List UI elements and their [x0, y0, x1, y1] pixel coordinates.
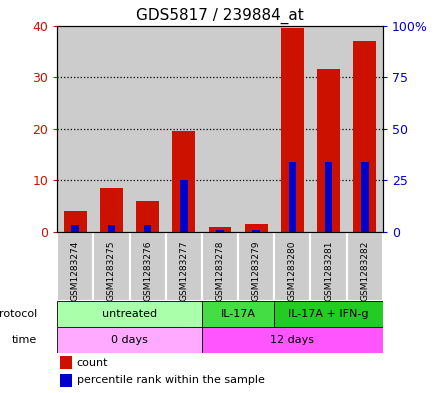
Bar	[311, 26, 347, 232]
Text: protocol: protocol	[0, 309, 37, 319]
Bar	[57, 232, 93, 301]
Bar	[64, 211, 87, 232]
Text: time: time	[12, 335, 37, 345]
Bar	[317, 70, 340, 232]
Text: GSM1283276: GSM1283276	[143, 241, 152, 301]
Text: GSM1283274: GSM1283274	[71, 241, 80, 301]
Bar	[274, 232, 311, 301]
Bar	[238, 232, 274, 301]
Text: IL-17A + IFN-g: IL-17A + IFN-g	[288, 309, 369, 319]
Bar	[202, 26, 238, 232]
Text: GSM1283280: GSM1283280	[288, 241, 297, 301]
Bar	[100, 188, 123, 232]
Bar	[57, 26, 93, 232]
Bar	[274, 301, 383, 327]
Bar	[245, 224, 268, 232]
Title: GDS5817 / 239884_at: GDS5817 / 239884_at	[136, 8, 304, 24]
Bar	[347, 232, 383, 301]
Bar	[202, 301, 274, 327]
Text: GSM1283279: GSM1283279	[252, 241, 260, 301]
Bar	[108, 225, 115, 232]
Bar	[281, 28, 304, 232]
Bar	[202, 232, 238, 301]
Text: GSM1283275: GSM1283275	[107, 241, 116, 301]
Bar	[202, 327, 383, 353]
Text: GSM1283277: GSM1283277	[180, 241, 188, 301]
Bar	[60, 374, 72, 387]
Bar	[325, 162, 332, 232]
Bar	[136, 201, 159, 232]
Bar	[93, 232, 129, 301]
Bar	[129, 232, 166, 301]
Text: 12 days: 12 days	[270, 335, 314, 345]
Bar	[216, 230, 224, 232]
Bar	[60, 356, 72, 369]
Bar	[57, 327, 202, 353]
Bar	[71, 225, 79, 232]
Bar	[347, 26, 383, 232]
Text: IL-17A: IL-17A	[220, 309, 256, 319]
Text: untreated: untreated	[102, 309, 157, 319]
Bar	[93, 26, 129, 232]
Bar	[289, 162, 296, 232]
Bar	[172, 131, 195, 232]
Text: percentile rank within the sample: percentile rank within the sample	[77, 375, 264, 386]
Bar	[129, 26, 166, 232]
Bar	[274, 26, 311, 232]
Bar	[166, 26, 202, 232]
Text: GSM1283281: GSM1283281	[324, 241, 333, 301]
Bar	[209, 227, 231, 232]
Text: GSM1283278: GSM1283278	[216, 241, 224, 301]
Bar	[166, 232, 202, 301]
Text: GSM1283282: GSM1283282	[360, 241, 369, 301]
Bar	[57, 301, 202, 327]
Text: count: count	[77, 358, 108, 367]
Bar	[180, 180, 187, 232]
Bar	[144, 225, 151, 232]
Bar	[361, 162, 369, 232]
Bar	[238, 26, 274, 232]
Bar	[311, 232, 347, 301]
Text: 0 days: 0 days	[111, 335, 148, 345]
Bar	[353, 41, 376, 232]
Bar	[253, 230, 260, 232]
